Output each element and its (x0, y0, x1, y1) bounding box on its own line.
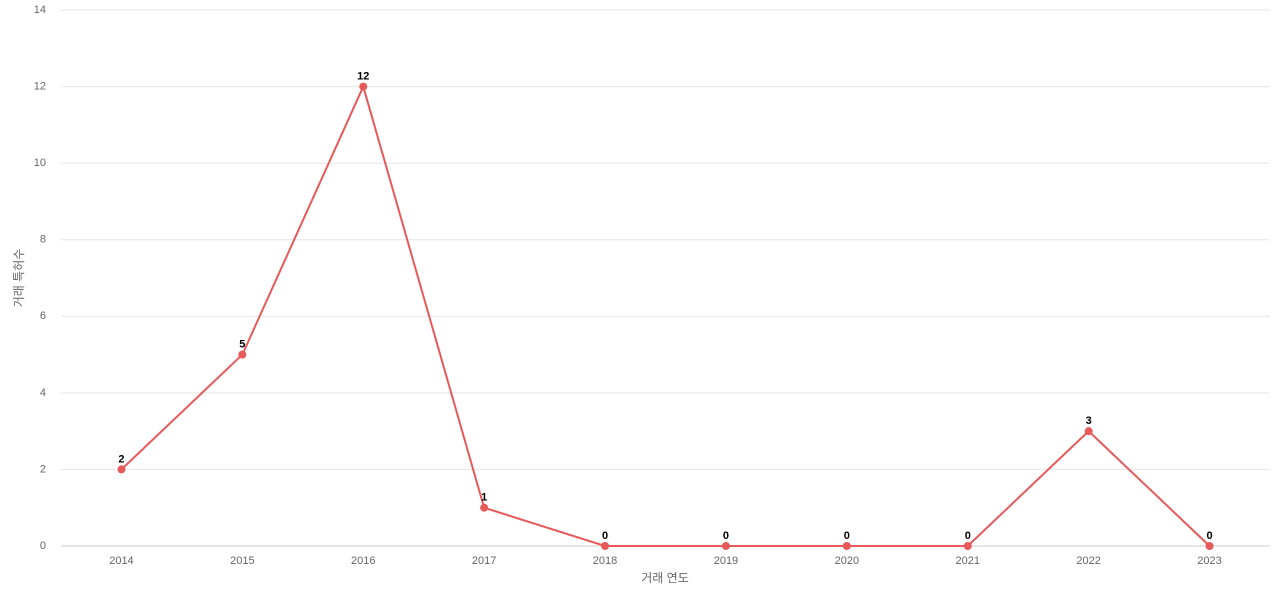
y-tick-label: 6 (40, 310, 46, 322)
x-tick-label: 2022 (1076, 555, 1100, 567)
point (238, 350, 247, 359)
data-label: 5 (239, 338, 245, 350)
point (359, 82, 368, 91)
x-axis-title: 거래 연도 (641, 571, 689, 585)
data-label: 0 (844, 530, 850, 542)
x-tick-label: 2023 (1197, 555, 1221, 567)
x-tick-label: 2017 (472, 555, 496, 567)
data-label: 1 (481, 492, 487, 504)
y-tick-label: 2 (40, 463, 46, 475)
point (601, 542, 610, 550)
data-label: 0 (965, 530, 971, 542)
point (1205, 542, 1214, 550)
y-tick-label: 14 (34, 4, 46, 16)
data-label: 0 (1206, 530, 1212, 542)
x-tick-label: 2016 (351, 555, 375, 567)
point (480, 503, 489, 512)
x-tick-label: 2020 (835, 555, 859, 567)
data-label: 2 (118, 453, 124, 465)
data-label: 3 (1086, 415, 1092, 427)
line (120, 83, 1211, 547)
x-tick-label: 2014 (109, 555, 133, 567)
point (721, 542, 730, 550)
data-label: 12 (357, 70, 369, 82)
point (117, 465, 126, 474)
y-tick-label: 12 (34, 80, 46, 92)
x-tick-label: 2018 (593, 555, 617, 567)
data-label: 0 (602, 530, 608, 542)
x-tick-label: 2019 (714, 555, 738, 567)
y-tick-label: 10 (34, 157, 46, 169)
y-tick-label: 4 (40, 387, 46, 399)
y-tick-label: 0 (40, 540, 46, 552)
x-tick-label: 2021 (956, 555, 980, 567)
y-tick-label: 8 (40, 234, 46, 246)
point (842, 542, 851, 550)
point (963, 542, 972, 550)
y-axis-title: 거래 특허수 (12, 249, 26, 308)
data-label: 0 (723, 530, 729, 542)
point (1084, 427, 1093, 436)
x-tick-label: 2015 (230, 555, 254, 567)
